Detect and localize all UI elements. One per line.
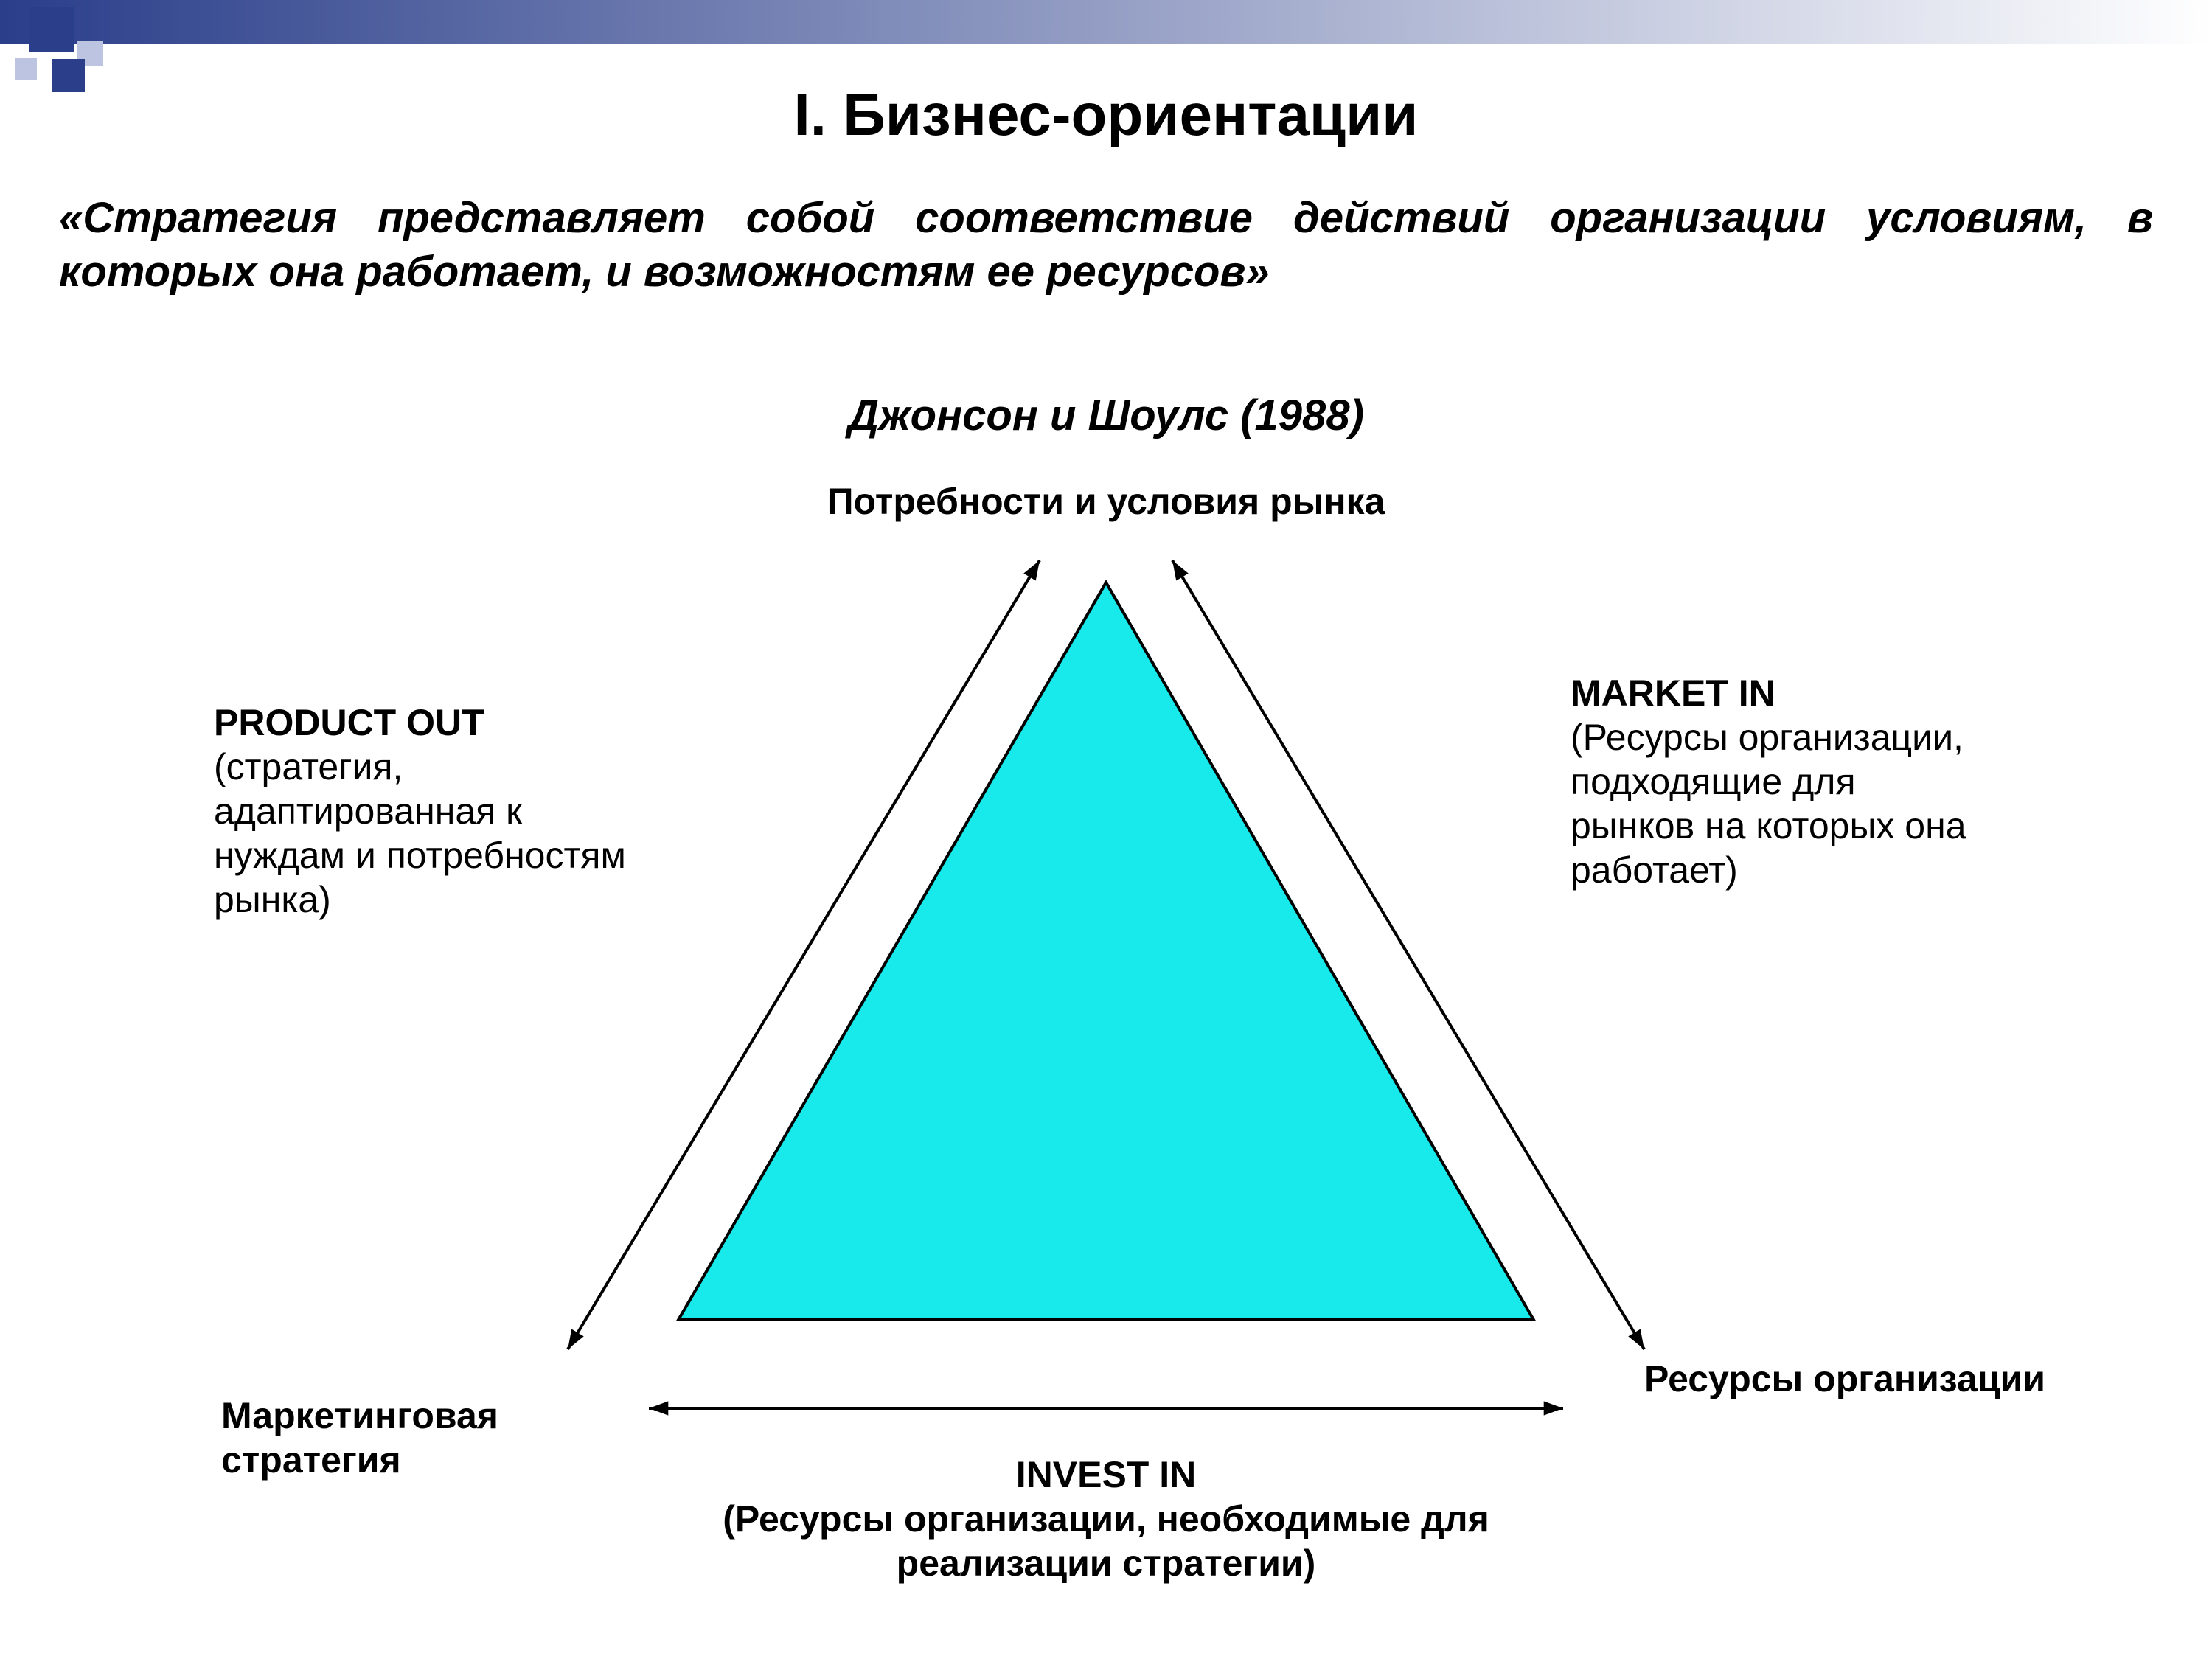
triangle-diagram: Потребности и условия рынка Маркетингова…	[0, 472, 2212, 1622]
label-right-vertex-text: Ресурсы организации	[1644, 1358, 2045, 1399]
label-right-edge-title: MARKET IN	[1571, 672, 1775, 714]
label-left-vertex-text: Маркетинговая стратегия	[221, 1395, 498, 1481]
label-left-vertex: Маркетинговая стратегия	[221, 1394, 634, 1482]
label-right-vertex: Ресурсы организации	[1644, 1357, 2057, 1401]
label-left-edge-title: PRODUCT OUT	[214, 702, 484, 743]
quote-text: «Стратегия представляет собой соответств…	[59, 192, 2153, 299]
label-top-text: Потребности и условия рынка	[827, 481, 1385, 522]
label-top: Потребности и условия рынка	[708, 479, 1504, 524]
label-right-edge-body: (Ресурсы организации, подходящие для рын…	[1571, 717, 1966, 891]
label-left-edge: PRODUCT OUT (стратегия, адаптированная к…	[214, 700, 656, 922]
label-bottom-edge-body: (Ресурсы организации, необходимые для ре…	[723, 1498, 1489, 1584]
page-title: I. Бизнес-ориентации	[0, 81, 2212, 149]
label-bottom-edge-title: INVEST IN	[1016, 1454, 1196, 1495]
quote-attribution: Джонсон и Шоулс (1988)	[0, 391, 2212, 440]
header-bar	[0, 0, 2212, 55]
quote-block: «Стратегия представляет собой соответств…	[59, 192, 2153, 299]
label-left-edge-body: (стратегия, адаптированная к нуждам и по…	[214, 746, 626, 920]
label-bottom-edge: INVEST IN (Ресурсы организации, необходи…	[641, 1453, 1571, 1585]
label-right-edge: MARKET IN (Ресурсы организации, подходящ…	[1571, 671, 1983, 892]
